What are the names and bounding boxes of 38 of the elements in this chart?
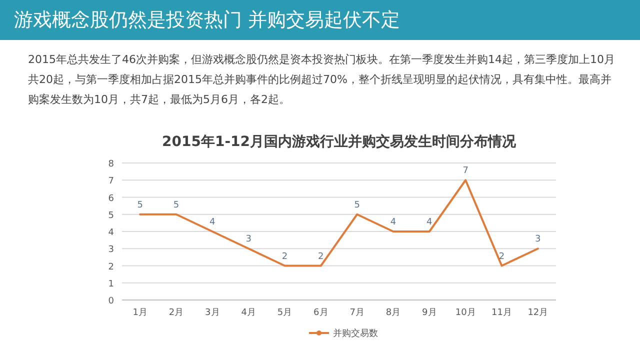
data-label: 2 <box>498 252 505 262</box>
data-label: 2 <box>318 252 324 262</box>
x-tick-label: 12月 <box>528 308 548 318</box>
x-tick-label: 5月 <box>277 308 292 318</box>
text: 2015年总共发生了46次并购案，但游戏概念股仍然是资本投资热门板块。在第一季度发生并购14起，第三季度加上10月共20起，与第一季度相加占据2015年总并购事件的比例超过70%，整个折线呈现明显的起伏情况，具有集中性。最高并购案发生数为10月，共7起，最低为5月6月，各2起。 <box>28 52 616 108</box>
data-label: 4 <box>426 218 433 228</box>
data-label: 7 <box>462 166 468 176</box>
y-tick-label: 6 <box>108 194 114 204</box>
y-tick-label: 5 <box>108 210 114 221</box>
chart-title: 2015年1-12月国内游戏行业并购交易发生时间分布情况 <box>162 133 517 150</box>
data-label: 5 <box>173 200 180 210</box>
data-label: 5 <box>137 200 143 210</box>
y-tick-label: 7 <box>108 176 114 187</box>
x-tick-label: 2月 <box>168 308 184 318</box>
x-tick-label: 6月 <box>314 308 328 318</box>
y-tick-label: 3 <box>108 245 114 256</box>
x-tick-label: 1月 <box>132 308 148 318</box>
x-tick-label: 11月 <box>492 308 512 318</box>
x-tick-label: 10月 <box>455 308 476 318</box>
x-tick-label: 9月 <box>422 308 437 318</box>
data-label: 3 <box>246 234 252 245</box>
x-tick-label: 7月 <box>350 308 364 318</box>
line-series <box>139 179 539 267</box>
data-label: 3 <box>535 234 541 245</box>
y-tick-label: 2 <box>108 262 114 272</box>
data-label: 5 <box>354 200 360 210</box>
y-tick-label: 4 <box>108 228 114 238</box>
legend-label: 并购交易数 <box>333 328 378 339</box>
data-label: 4 <box>390 218 396 228</box>
y-tick-label: 1 <box>108 279 114 290</box>
x-tick-label: 8月 <box>386 308 401 318</box>
x-tick-label: 4月 <box>241 308 256 318</box>
data-label: 2 <box>282 252 288 262</box>
y-tick-label: 0 <box>108 296 114 306</box>
data-label: 4 <box>210 218 216 228</box>
x-tick-label: 3月 <box>205 308 220 318</box>
y-tick-label: 8 <box>108 160 114 170</box>
text: 游戏概念股仍然是投资热门 并购交易起伏不定 <box>0 0 640 40</box>
